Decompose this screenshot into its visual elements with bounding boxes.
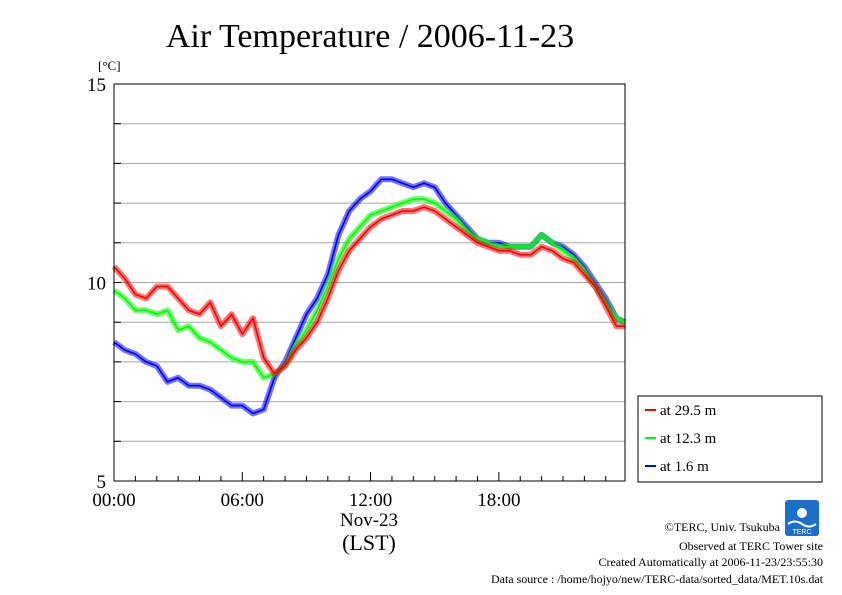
logo-text: TERC (792, 529, 811, 536)
chart-title: Air Temperature / 2006-11-23 (166, 18, 574, 55)
series-line (113, 206, 625, 375)
copyright-text: ©TERC, Univ. Tsukuba (665, 520, 781, 534)
legend-label: at 29.5 m (660, 403, 717, 419)
source-text: Data source : /home/hojyo/new/TERC-data/… (491, 572, 824, 586)
grid-lines (114, 123, 625, 442)
y-tick-label: 5 (97, 472, 107, 493)
axis-ticks: 5 10 15 00:00 06:00 12:00 18:00 (87, 75, 607, 511)
x-axis-timezone-label: (LST) (342, 530, 396, 555)
series-band (111, 204, 625, 377)
series-lines (111, 176, 627, 417)
legend-label: at 1.6 m (660, 459, 709, 475)
x-tick-label: 06:00 (221, 490, 264, 511)
x-tick-label: 12:00 (349, 490, 392, 511)
logo-drop-icon (797, 508, 807, 518)
y-tick-label: 15 (87, 75, 106, 96)
legend-box (637, 395, 823, 483)
created-text: Created Automatically at 2006-11-23/23:5… (598, 555, 823, 569)
x-tick-label: 18:00 (477, 490, 520, 511)
y-axis-label: [°C] (98, 58, 121, 73)
legend: at 29.5 m at 12.3 m at 1.6 m (637, 395, 823, 483)
legend-label: at 12.3 m (660, 431, 717, 447)
logo-wave-icon (787, 520, 817, 528)
series-line (113, 198, 626, 379)
y-tick-label: 10 (87, 274, 106, 295)
site-text: Observed at TERC Tower site (679, 539, 823, 553)
terc-logo: TERC (785, 500, 819, 536)
x-tick-label: 00:00 (92, 490, 135, 511)
x-axis-date-label: Nov-23 (340, 510, 398, 531)
